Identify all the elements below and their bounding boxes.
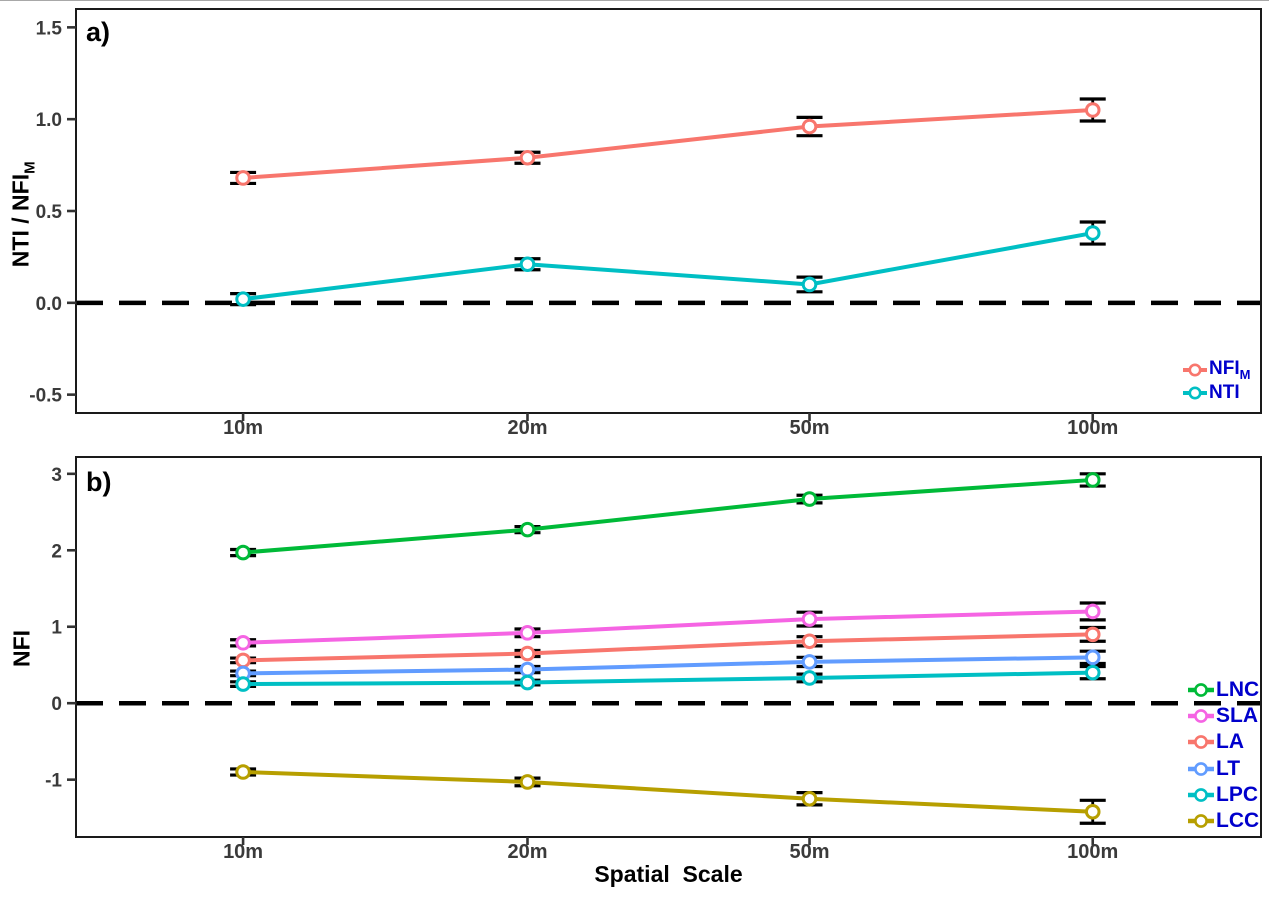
data-point-LCC-20m	[519, 774, 536, 790]
data-point-NTI-100m	[1084, 225, 1101, 241]
x-tick-label: 50m	[789, 417, 829, 439]
series-line-LPC	[241, 670, 1095, 687]
legend-item-LNC: LNC	[1188, 677, 1259, 703]
legend-item-SLA: SLA	[1188, 703, 1259, 729]
y-tick-label: 3	[51, 465, 62, 486]
panel-a: -0.5 0.0 0.5 1.0 1.5 10m 20m 50m 100m	[29, 8, 1262, 439]
y-tick-label: 1.0	[36, 110, 62, 131]
data-point-NFI_M-20m	[519, 149, 536, 166]
legend-marker-NTI-icon	[1183, 386, 1207, 399]
series-line-SLA	[241, 609, 1095, 645]
data-point-LPC-50m	[801, 670, 818, 686]
x-tick-label: 20m	[507, 417, 547, 439]
legend-label-SLA: SLA	[1216, 704, 1258, 728]
legend-label-LT: LT	[1216, 756, 1241, 780]
data-point-NTI-10m	[235, 291, 251, 307]
data-point-LCC-50m	[801, 790, 818, 807]
legend-label-LPC: LPC	[1216, 782, 1258, 806]
data-point-LCC-10m	[235, 764, 251, 780]
panel-a-label: a)	[86, 17, 111, 47]
y-axis-title-a-subscript: M	[21, 161, 39, 174]
data-point-LA-100m	[1084, 626, 1101, 643]
data-point-NTI-50m	[801, 276, 818, 293]
legend-marker-LT-icon	[1188, 761, 1214, 776]
series-line-LNC	[241, 477, 1095, 555]
data-point-LNC-50m	[801, 491, 818, 507]
data-point-SLA-100m	[1084, 603, 1101, 620]
legend-marker-LPC-icon	[1188, 787, 1214, 802]
y-tick-label: 2	[51, 541, 62, 562]
data-point-LPC-10m	[235, 676, 251, 692]
data-point-LPC-20m	[519, 674, 536, 691]
legend-marker-LCC-icon	[1188, 814, 1214, 828]
y-tick-label: 0.5	[36, 202, 63, 223]
x-tick-label: 10m	[223, 417, 263, 439]
data-point-LNC-20m	[519, 521, 536, 538]
legend-marker-NFI_M-icon	[1183, 363, 1207, 376]
panel-b-label: b)	[86, 467, 112, 497]
legend-marker-LA-icon	[1188, 735, 1214, 750]
series-line-NFI_M	[241, 108, 1095, 180]
series-line-LT	[241, 655, 1095, 676]
y-axis-title-panel-b: NFI	[9, 619, 36, 679]
series-line-LCC	[241, 770, 1095, 814]
data-point-SLA-50m	[801, 611, 818, 627]
y-tick-label: 1	[51, 618, 62, 639]
y-tick-label: -0.5	[29, 386, 62, 407]
legend-label-NTI: NTI	[1209, 381, 1240, 403]
x-tick-label: 100m	[1067, 417, 1118, 439]
x-tick-label: 10m	[223, 841, 263, 863]
legend-label-LNC: LNC	[1216, 678, 1260, 702]
legend-item-LA: LA	[1188, 729, 1259, 755]
panel-border	[75, 8, 1262, 414]
x-tick-label: 50m	[789, 841, 829, 863]
data-point-LT-50m	[801, 654, 818, 670]
legend-item-NFI_M: NFIM	[1183, 358, 1250, 381]
data-point-LA-10m	[235, 652, 251, 669]
data-point-LCC-100m	[1084, 803, 1101, 820]
y-tick-label: 0.0	[36, 294, 62, 315]
data-point-NFI_M-10m	[235, 170, 251, 186]
panel-b: -1 0 1 2 3 10m 20m 50m 100m	[45, 456, 1262, 863]
data-point-LA-50m	[801, 633, 818, 650]
legend-label-LCC: LCC	[1216, 809, 1260, 833]
x-tick-label: 20m	[507, 841, 547, 863]
data-point-LNC-100m	[1084, 472, 1101, 488]
x-tick-label: 100m	[1067, 841, 1118, 863]
data-point-LT-20m	[519, 661, 536, 678]
legend-item-LT: LT	[1188, 756, 1259, 782]
legend-item-LPC: LPC	[1188, 782, 1259, 808]
data-point-SLA-10m	[235, 634, 251, 651]
data-point-NFI_M-50m	[801, 118, 818, 135]
legend-label-NFI_M: NFIM	[1209, 357, 1251, 382]
data-point-LA-20m	[519, 645, 536, 662]
legend-panel-b: LNC SLA LA LT LPC LCC	[1188, 677, 1259, 834]
series-line-NTI	[241, 231, 1095, 302]
data-point-NTI-20m	[519, 256, 536, 273]
data-point-NFI_M-100m	[1084, 102, 1101, 118]
y-axis-title-a-text: NTI / NFI	[7, 173, 34, 268]
legend-item-LCC: LCC	[1188, 808, 1259, 834]
data-point-LNC-10m	[235, 544, 251, 561]
y-tick-label: -1	[45, 771, 62, 792]
panel-border	[75, 456, 1262, 838]
data-point-LT-100m	[1084, 649, 1101, 666]
legend-item-NTI: NTI	[1183, 381, 1250, 404]
legend-panel-a: NFIM NTI	[1183, 358, 1250, 404]
data-point-SLA-20m	[519, 625, 536, 641]
series-line-LA	[241, 632, 1095, 663]
y-tick-label: 0	[51, 694, 62, 715]
legend-label-LA: LA	[1216, 730, 1244, 754]
x-axis-title: Spatial Scale	[594, 861, 743, 887]
y-axis-title-panel-a: NTI / NFIM	[8, 124, 39, 304]
legend-marker-LNC-icon	[1188, 683, 1214, 697]
data-point-LPC-100m	[1084, 664, 1101, 681]
y-axis-title-b-text: NFI	[8, 629, 35, 668]
y-tick-label: 1.5	[36, 18, 63, 39]
legend-marker-SLA-icon	[1188, 709, 1214, 724]
